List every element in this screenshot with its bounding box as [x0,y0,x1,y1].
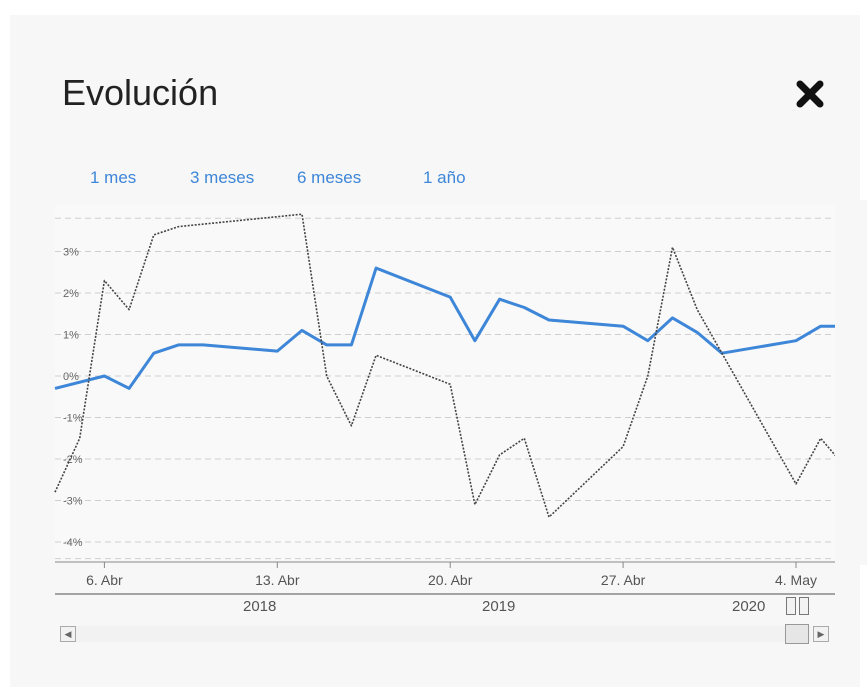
plot-area [55,205,835,560]
range-1-year-button[interactable]: 1 año [423,168,466,187]
scroll-left-button[interactable]: ◀ [60,626,76,642]
y-tick-label: 3% [63,247,79,259]
x-tick-label: 6. Abr [86,572,123,588]
x-tick-label: 27. Abr [601,572,646,588]
scroll-right-button[interactable]: ▶ [813,626,829,642]
navigator-right-handle[interactable] [799,597,809,615]
close-icon[interactable] [792,76,828,112]
y-tick-label: -3% [63,496,83,508]
y-tick-label: -4% [63,537,83,549]
panel-title: Evolución [62,72,219,113]
y-tick-label: 2% [63,288,79,300]
y-tick-label: 1% [63,330,79,342]
navigator-left-handle[interactable] [786,597,796,615]
x-tick-label: 4. May [775,572,817,588]
scrollbar-track[interactable] [76,626,811,642]
scrollbar-thumb[interactable] [785,624,809,644]
series-line-dotted [54,213,847,518]
x-tick-label: 20. Abr [428,572,473,588]
range-6-months-button[interactable]: 6 meses [297,168,362,187]
y-tick-label: 0% [63,371,79,383]
x-tick-label: 13. Abr [255,572,300,588]
series-line-solid [54,266,846,390]
navigator-timeline: 2018 2019 2020 [55,595,835,621]
navigator-year-2020: 2020 [732,598,766,615]
y-tick-label: -2% [63,454,83,466]
navigator-year-2019: 2019 [482,598,516,615]
range-1-month-button[interactable]: 1 mes [90,168,137,187]
plot-right-mask [835,200,867,565]
navigator-year-2018: 2018 [243,598,277,615]
line-chart: 3% 2% 1% 0% -1% -2% -3% -4% 6. Abr 13. Abr 20. Abr… [54,200,867,595]
range-3-months-button[interactable]: 3 meses [190,168,255,187]
y-tick-label: -1% [63,413,83,425]
